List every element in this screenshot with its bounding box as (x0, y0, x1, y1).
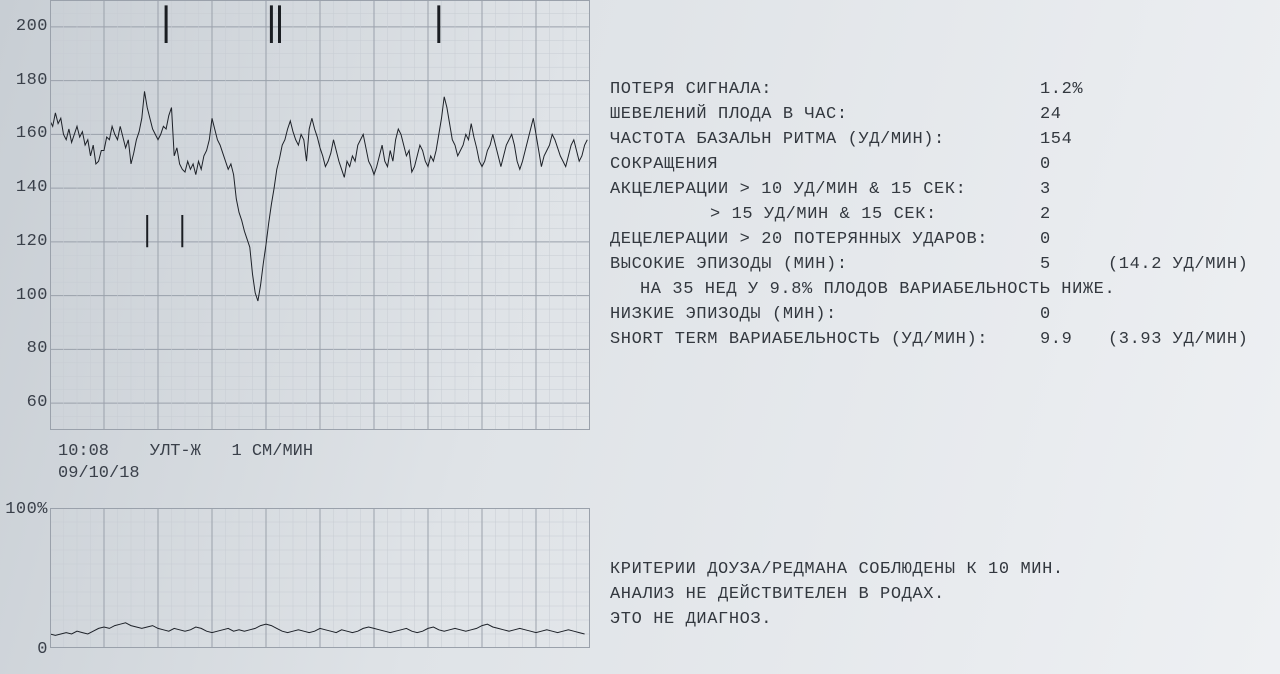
note-line: КРИТЕРИИ ДОУЗА/РЕДМАНА СОБЛЮДЕНЫ К 10 МИ… (610, 560, 1064, 579)
result-value: 1.2% (1040, 80, 1100, 99)
result-label: СОКРАЩЕНИЯ (610, 155, 1040, 174)
result-label: SHORT TERM ВАРИАБЕЛЬНОСТЬ (УД/МИН): (610, 330, 1040, 349)
result-row: АКЦЕЛЕРАЦИИ > 10 УД/МИН & 15 СЕК:3 (610, 180, 1270, 199)
result-label: ДЕЦЕЛЕРАЦИИ > 20 ПОТЕРЯННЫХ УДАРОВ: (610, 230, 1040, 249)
result-value: 0 (1040, 230, 1100, 249)
result-label: ЧАСТОТА БАЗАЛЬН РИТМА (УД/МИН): (610, 130, 1040, 149)
result-value: 3 (1040, 180, 1100, 199)
fhr-chart (50, 0, 590, 430)
result-extra (1100, 155, 1270, 174)
result-value: 154 (1040, 130, 1100, 149)
result-row: > 15 УД/МИН & 15 СЕК:2 (610, 205, 1270, 224)
fhr-ytick: 120 (0, 232, 48, 251)
result-row: ЧАСТОТА БАЗАЛЬН РИТМА (УД/МИН):154 (610, 130, 1270, 149)
disclaimer-notes: КРИТЕРИИ ДОУЗА/РЕДМАНА СОБЛЮДЕНЫ К 10 МИ… (610, 560, 1064, 635)
result-value: 9.9 (1040, 330, 1100, 349)
result-extra (1100, 130, 1270, 149)
result-row: СОКРАЩЕНИЯ0 (610, 155, 1270, 174)
result-row: НА 35 НЕД У 9.8% ПЛОДОВ ВАРИАБЕЛЬНОСТЬ Н… (610, 280, 1270, 299)
fhr-ytick: 200 (0, 17, 48, 36)
result-label: НИЗКИЕ ЭПИЗОДЫ (МИН): (610, 305, 1040, 324)
result-extra (1175, 280, 1270, 299)
result-row: ПОТЕРЯ СИГНАЛА:1.2% (610, 80, 1270, 99)
result-extra (1100, 80, 1270, 99)
ctg-printout: 6080100120140160180200 10:08 УЛТ-Ж 1 СМ/… (0, 0, 1280, 674)
result-value: 0 (1040, 155, 1100, 174)
result-value: 2 (1040, 205, 1100, 224)
result-label: ВЫСОКИЕ ЭПИЗОДЫ (МИН): (610, 255, 1040, 274)
result-row: ВЫСОКИЕ ЭПИЗОДЫ (МИН):5(14.2 УД/МИН) (610, 255, 1270, 274)
note-line: ЭТО НЕ ДИАГНОЗ. (610, 610, 1064, 629)
ts-date: 09/10/18 (58, 464, 140, 483)
fhr-ytick: 160 (0, 124, 48, 143)
result-value: 24 (1040, 105, 1100, 124)
fhr-ytick: 80 (0, 339, 48, 358)
result-label: НА 35 НЕД У 9.8% ПЛОДОВ ВАРИАБЕЛЬНОСТЬ Н… (610, 280, 1115, 299)
fhr-ytick: 140 (0, 178, 48, 197)
result-row: ШЕВЕЛЕНИЙ ПЛОДА В ЧАС:24 (610, 105, 1270, 124)
timestamp-line1: 10:08 УЛТ-Ж 1 СМ/МИН (58, 442, 313, 461)
analysis-results: ПОТЕРЯ СИГНАЛА:1.2%ШЕВЕЛЕНИЙ ПЛОДА В ЧАС… (610, 80, 1270, 355)
timestamp-line2: 09/10/18 (58, 464, 140, 483)
result-extra (1100, 180, 1270, 199)
ts-speed: 1 СМ/МИН (231, 442, 313, 461)
result-label: ПОТЕРЯ СИГНАЛА: (610, 80, 1040, 99)
result-row: ДЕЦЕЛЕРАЦИИ > 20 ПОТЕРЯННЫХ УДАРОВ:0 (610, 230, 1270, 249)
fhr-ytick: 100 (0, 286, 48, 305)
result-value (1115, 280, 1175, 299)
ts-time: 10:08 (58, 442, 109, 461)
result-row: SHORT TERM ВАРИАБЕЛЬНОСТЬ (УД/МИН):9.9(3… (610, 330, 1270, 349)
fhr-ytick: 180 (0, 71, 48, 90)
result-extra (1100, 305, 1270, 324)
result-value: 5 (1040, 255, 1100, 274)
result-label: > 15 УД/МИН & 15 СЕК: (610, 205, 1040, 224)
result-extra (1100, 205, 1270, 224)
result-label: АКЦЕЛЕРАЦИИ > 10 УД/МИН & 15 СЕК: (610, 180, 1040, 199)
result-extra: (14.2 УД/МИН) (1100, 255, 1270, 274)
result-extra: (3.93 УД/МИН) (1100, 330, 1270, 349)
ts-mode: УЛТ-Ж (150, 442, 201, 461)
toco-ytick-0: 0 (0, 640, 48, 659)
note-line: АНАЛИЗ НЕ ДЕЙСТВИТЕЛЕН В РОДАХ. (610, 585, 1064, 604)
result-extra (1100, 230, 1270, 249)
result-label: ШЕВЕЛЕНИЙ ПЛОДА В ЧАС: (610, 105, 1040, 124)
toco-chart (50, 508, 590, 648)
result-extra (1100, 105, 1270, 124)
charts-column: 60 80 100 120 140 160 180 200 10:08 УЛТ-Ж 1 СМ/… (0, 0, 600, 674)
result-row: НИЗКИЕ ЭПИЗОДЫ (МИН):0 (610, 305, 1270, 324)
toco-ytick-100: 100% (0, 500, 48, 519)
fhr-ytick: 60 (0, 393, 48, 412)
result-value: 0 (1040, 305, 1100, 324)
